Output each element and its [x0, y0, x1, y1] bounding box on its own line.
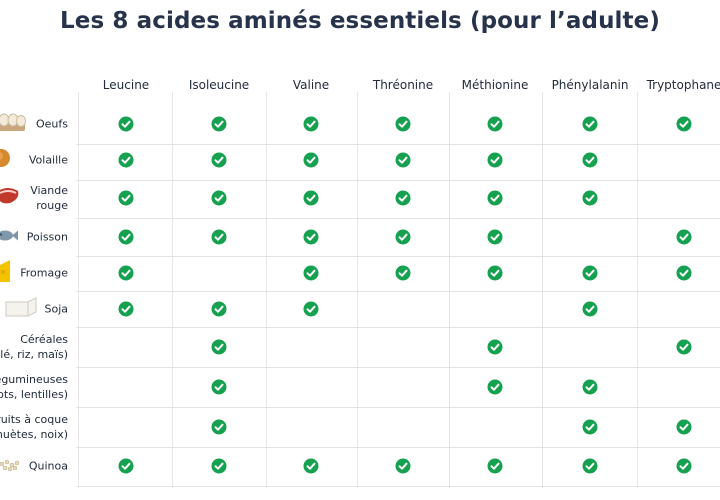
check-icon	[487, 152, 503, 168]
page-title: Les 8 acides aminés essentiels (pour l’a…	[60, 8, 660, 34]
grid-vline	[637, 92, 638, 488]
check-icon	[487, 379, 503, 395]
check-icon	[676, 419, 692, 435]
check-icon	[487, 265, 503, 281]
row-label: ruits à coque huètes, noix)	[0, 413, 68, 441]
check-icon	[118, 152, 134, 168]
grid-vline	[449, 92, 450, 488]
cheese-icon	[0, 258, 12, 288]
check-icon	[303, 152, 319, 168]
amino-acid-table: Leucine Isoleucine Valine Thréonine Méthioni…	[0, 70, 720, 488]
tofu-icon	[2, 296, 38, 322]
grid-vline	[172, 92, 173, 488]
check-icon	[211, 458, 227, 474]
check-icon	[582, 379, 598, 395]
grid-vline	[357, 92, 358, 488]
grid-hline	[76, 327, 720, 328]
column-header: Méthionine	[461, 78, 529, 92]
column-header: Thréonine	[372, 78, 434, 92]
check-icon	[211, 116, 227, 132]
check-icon	[395, 152, 411, 168]
check-icon	[211, 190, 227, 206]
check-icon	[582, 116, 598, 132]
check-icon	[395, 190, 411, 206]
check-icon	[582, 458, 598, 474]
grid-hline	[76, 256, 720, 257]
check-icon	[211, 419, 227, 435]
check-icon	[582, 419, 598, 435]
check-icon	[303, 265, 319, 281]
check-icon	[395, 229, 411, 245]
check-icon	[118, 116, 134, 132]
grid-hline	[76, 180, 720, 181]
check-icon	[211, 301, 227, 317]
grid-vline	[78, 92, 79, 488]
check-icon	[118, 265, 134, 281]
check-icon	[118, 190, 134, 206]
check-icon	[303, 229, 319, 245]
quinoa-icon	[0, 456, 22, 476]
check-icon	[676, 116, 692, 132]
check-icon	[303, 116, 319, 132]
poultry-icon	[0, 147, 12, 173]
grid-vline	[266, 92, 267, 488]
check-icon	[303, 458, 319, 474]
grid-hline	[76, 447, 720, 448]
grid-hline	[76, 144, 720, 145]
check-icon	[487, 116, 503, 132]
column-header: Phénylalanin	[551, 78, 629, 92]
check-icon	[676, 265, 692, 281]
check-icon	[582, 152, 598, 168]
check-icon	[676, 229, 692, 245]
row-label: Fromage	[20, 266, 68, 280]
column-header: Tryptophane	[646, 78, 720, 92]
check-icon	[211, 152, 227, 168]
row-label: Oeufs	[35, 117, 68, 131]
check-icon	[487, 339, 503, 355]
check-icon	[582, 190, 598, 206]
check-icon	[395, 116, 411, 132]
eggs-icon	[0, 111, 26, 137]
check-icon	[582, 301, 598, 317]
row-label: Légumineusescots, lentilles)	[0, 373, 68, 401]
column-header: Leucine	[102, 78, 150, 92]
fish-icon	[0, 228, 18, 247]
check-icon	[676, 458, 692, 474]
check-icon	[118, 229, 134, 245]
row-label: Céréales blé, riz, maïs)	[0, 333, 68, 361]
column-header: Valine	[292, 78, 330, 92]
check-icon	[211, 379, 227, 395]
check-icon	[118, 458, 134, 474]
row-label: Viande rouge	[30, 184, 68, 212]
grid-hline	[76, 407, 720, 408]
check-icon	[676, 339, 692, 355]
grid-hline	[76, 291, 720, 292]
grid-hline	[76, 218, 720, 219]
check-icon	[303, 190, 319, 206]
row-label: Soja	[44, 302, 68, 316]
row-label: Quinoa	[28, 459, 68, 473]
check-icon	[487, 190, 503, 206]
check-icon	[395, 265, 411, 281]
red-meat-icon	[0, 185, 20, 211]
grid-vline	[542, 92, 543, 488]
check-icon	[211, 339, 227, 355]
check-icon	[582, 265, 598, 281]
check-icon	[487, 458, 503, 474]
check-icon	[118, 301, 134, 317]
check-icon	[395, 458, 411, 474]
row-label: Volaille	[28, 153, 68, 167]
check-icon	[487, 229, 503, 245]
grid-hline	[76, 486, 720, 487]
check-icon	[211, 229, 227, 245]
column-header: Isoleucine	[188, 78, 250, 92]
grid-hline	[76, 367, 720, 368]
row-label: Poisson	[26, 230, 68, 244]
check-icon	[303, 301, 319, 317]
